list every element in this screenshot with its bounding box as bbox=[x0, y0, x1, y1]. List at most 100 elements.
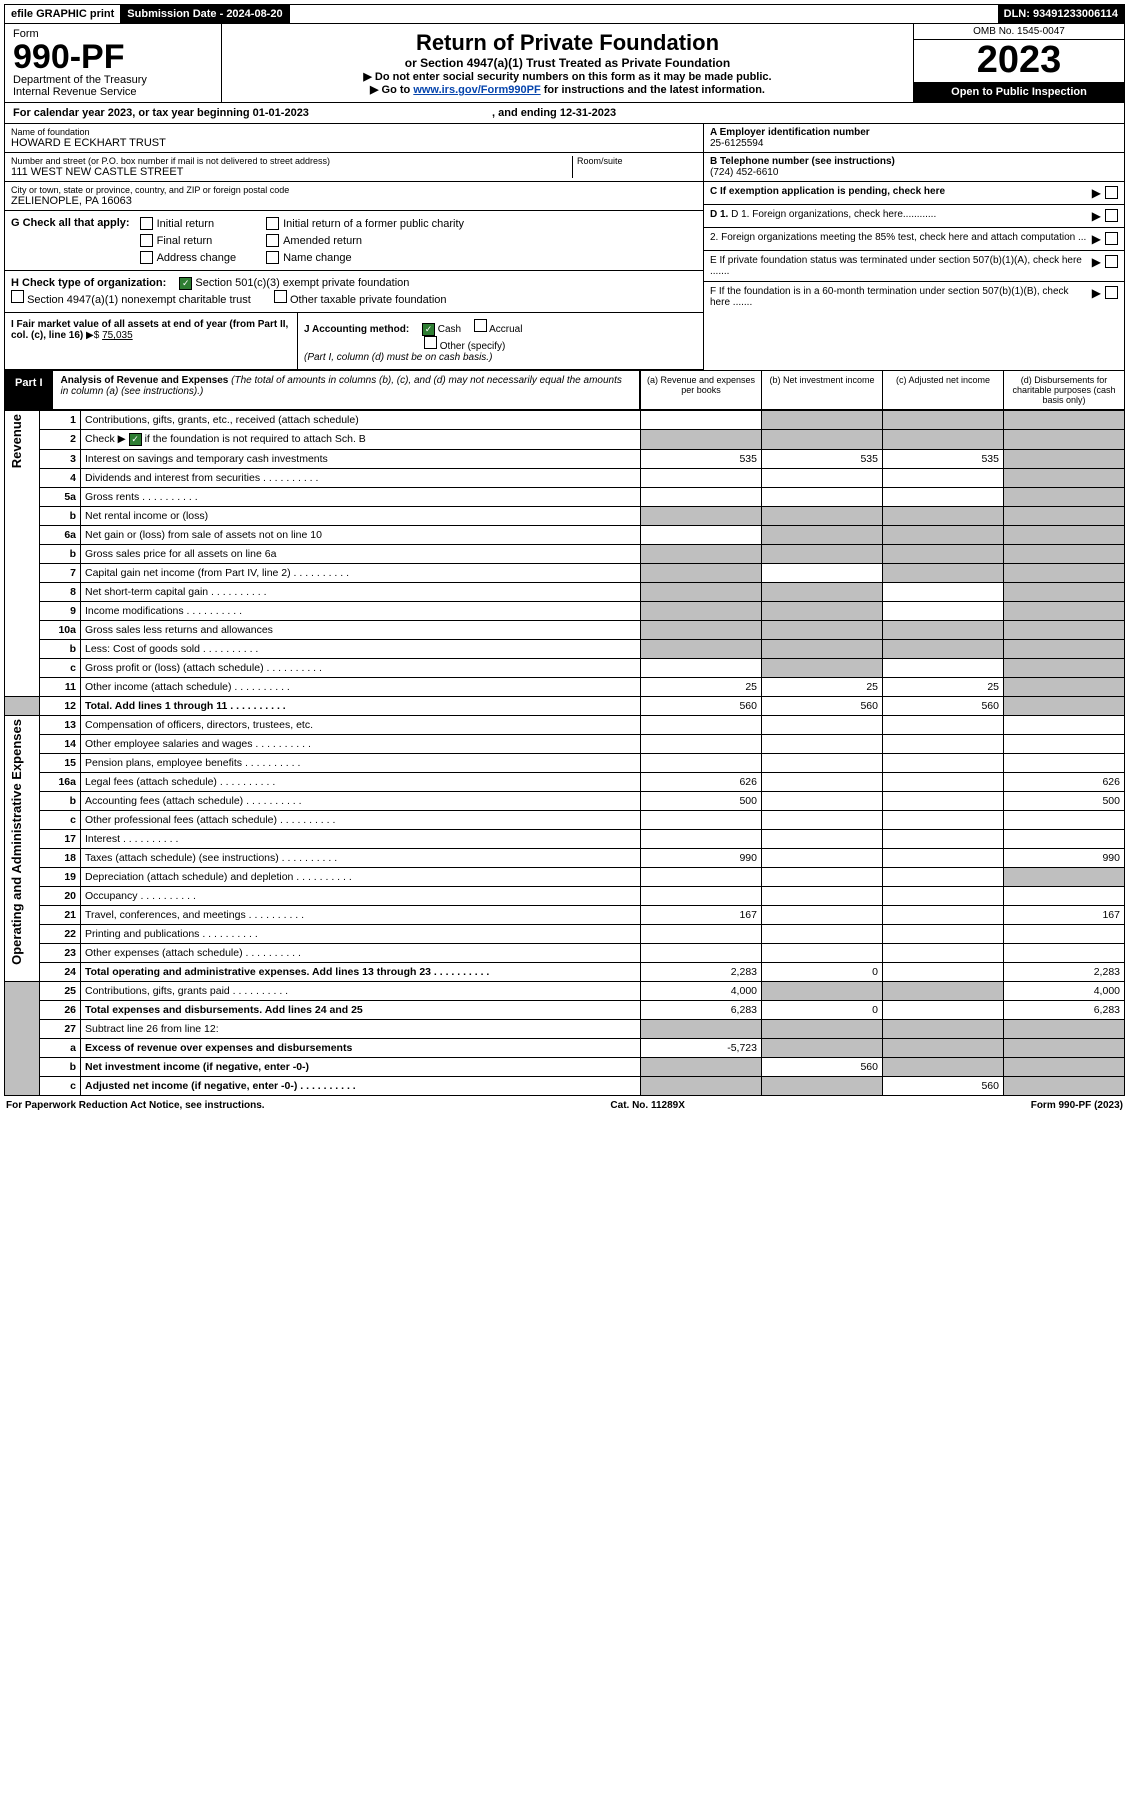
city-state-zip: ZELIENOPLE, PA 16063 bbox=[11, 195, 697, 207]
expenses-label: Operating and Administrative Expenses bbox=[9, 719, 24, 965]
table-row: 7Capital gain net income (from Part IV, … bbox=[5, 564, 1125, 583]
e-label: E If private foundation status was termi… bbox=[710, 255, 1088, 277]
table-row: 24Total operating and administrative exp… bbox=[5, 963, 1125, 982]
table-row: 2Check ▶ if the foundation is not requir… bbox=[5, 430, 1125, 450]
chk-d2[interactable] bbox=[1105, 232, 1118, 245]
open-public: Open to Public Inspection bbox=[914, 82, 1124, 102]
table-row: 18Taxes (attach schedule) (see instructi… bbox=[5, 849, 1125, 868]
note-link: ▶ Go to www.irs.gov/Form990PF for instru… bbox=[228, 83, 907, 96]
table-row: 27Subtract line 26 from line 12: bbox=[5, 1020, 1125, 1039]
phone-label: B Telephone number (see instructions) bbox=[710, 156, 1118, 167]
j-note: (Part I, column (d) must be on cash basi… bbox=[304, 352, 492, 363]
d2-label: 2. Foreign organizations meeting the 85%… bbox=[710, 232, 1088, 246]
calendar-year-row: For calendar year 2023, or tax year begi… bbox=[4, 103, 1125, 124]
table-row: 19Depreciation (attach schedule) and dep… bbox=[5, 868, 1125, 887]
table-row: bNet investment income (if negative, ent… bbox=[5, 1058, 1125, 1077]
footer-right: Form 990-PF (2023) bbox=[1031, 1100, 1123, 1111]
chk-final-return[interactable] bbox=[140, 234, 153, 247]
part1-tag: Part I bbox=[5, 371, 53, 409]
entity-info: Name of foundation HOWARD E ECKHART TRUS… bbox=[4, 124, 1125, 371]
table-row: aExcess of revenue over expenses and dis… bbox=[5, 1039, 1125, 1058]
chk-4947[interactable] bbox=[11, 290, 24, 303]
addr-label: Number and street (or P.O. box number if… bbox=[11, 156, 572, 166]
section-ij: I Fair market value of all assets at end… bbox=[5, 313, 703, 370]
section-h: H Check type of organization: Section 50… bbox=[5, 271, 703, 313]
chk-c[interactable] bbox=[1105, 186, 1118, 199]
form-header: Form 990-PF Department of the Treasury I… bbox=[4, 24, 1125, 103]
submission-date: Submission Date - 2024-08-20 bbox=[121, 5, 289, 23]
room-label: Room/suite bbox=[577, 156, 697, 166]
col-a-hdr: (a) Revenue and expenses per books bbox=[640, 371, 761, 409]
form-title: Return of Private Foundation bbox=[228, 30, 907, 56]
chk-accrual[interactable] bbox=[474, 319, 487, 332]
table-row: bLess: Cost of goods sold bbox=[5, 640, 1125, 659]
table-row: 23Other expenses (attach schedule) bbox=[5, 944, 1125, 963]
table-row: Revenue 1Contributions, gifts, grants, e… bbox=[5, 411, 1125, 430]
table-row: 4Dividends and interest from securities bbox=[5, 469, 1125, 488]
note-ssn: ▶ Do not enter social security numbers o… bbox=[228, 70, 907, 83]
table-row: 6aNet gain or (loss) from sale of assets… bbox=[5, 526, 1125, 545]
table-row: 12Total. Add lines 1 through 11560560560 bbox=[5, 697, 1125, 716]
chk-e[interactable] bbox=[1105, 255, 1118, 268]
footer-left: For Paperwork Reduction Act Notice, see … bbox=[6, 1100, 265, 1111]
chk-address-change[interactable] bbox=[140, 251, 153, 264]
chk-cash[interactable] bbox=[422, 323, 435, 336]
table-row: 11Other income (attach schedule)252525 bbox=[5, 678, 1125, 697]
table-row: bNet rental income or (loss) bbox=[5, 507, 1125, 526]
table-row: bGross sales price for all assets on lin… bbox=[5, 545, 1125, 564]
table-row: 8Net short-term capital gain bbox=[5, 583, 1125, 602]
fmv-value: 75,035 bbox=[102, 330, 133, 341]
foundation-name: HOWARD E ECKHART TRUST bbox=[11, 137, 697, 149]
table-row: 25Contributions, gifts, grants paid4,000… bbox=[5, 982, 1125, 1001]
chk-d1[interactable] bbox=[1105, 209, 1118, 222]
chk-sch-b[interactable] bbox=[129, 433, 142, 446]
chk-initial-former[interactable] bbox=[266, 217, 279, 230]
table-row: Operating and Administrative Expenses 13… bbox=[5, 716, 1125, 735]
table-row: cAdjusted net income (if negative, enter… bbox=[5, 1077, 1125, 1096]
table-row: cOther professional fees (attach schedul… bbox=[5, 811, 1125, 830]
footer-mid: Cat. No. 11289X bbox=[610, 1100, 684, 1111]
form-subtitle: or Section 4947(a)(1) Trust Treated as P… bbox=[228, 56, 907, 70]
form990pf-link[interactable]: www.irs.gov/Form990PF bbox=[413, 84, 540, 96]
table-row: 20Occupancy bbox=[5, 887, 1125, 906]
city-label: City or town, state or province, country… bbox=[11, 185, 697, 195]
chk-other-taxable[interactable] bbox=[274, 290, 287, 303]
chk-amended[interactable] bbox=[266, 234, 279, 247]
table-row: 14Other employee salaries and wages bbox=[5, 735, 1125, 754]
street-address: 111 WEST NEW CASTLE STREET bbox=[11, 166, 572, 178]
top-bar: efile GRAPHIC print Submission Date - 20… bbox=[4, 4, 1125, 24]
table-row: 9Income modifications bbox=[5, 602, 1125, 621]
chk-501c3[interactable] bbox=[179, 277, 192, 290]
dln: DLN: 93491233006114 bbox=[998, 5, 1124, 23]
efile-label: efile GRAPHIC print bbox=[5, 5, 121, 23]
name-label: Name of foundation bbox=[11, 127, 697, 137]
section-g: G Check all that apply: Initial return F… bbox=[5, 211, 703, 271]
d1-label: D 1. D 1. Foreign organizations, check h… bbox=[710, 209, 1088, 223]
table-row: 26Total expenses and disbursements. Add … bbox=[5, 1001, 1125, 1020]
table-row: 21Travel, conferences, and meetings16716… bbox=[5, 906, 1125, 925]
tax-year: 2023 bbox=[914, 40, 1124, 82]
table-row: 16aLegal fees (attach schedule)626626 bbox=[5, 773, 1125, 792]
part1-table: Revenue 1Contributions, gifts, grants, e… bbox=[4, 410, 1125, 1096]
chk-other-acct[interactable] bbox=[424, 336, 437, 349]
col-d-hdr: (d) Disbursements for charitable purpose… bbox=[1003, 371, 1124, 409]
part1-title: Analysis of Revenue and Expenses bbox=[61, 375, 229, 386]
part1-header: Part I Analysis of Revenue and Expenses … bbox=[4, 371, 1125, 410]
table-row: cGross profit or (loss) (attach schedule… bbox=[5, 659, 1125, 678]
table-row: 17Interest bbox=[5, 830, 1125, 849]
chk-initial-return[interactable] bbox=[140, 217, 153, 230]
table-row: 10aGross sales less returns and allowanc… bbox=[5, 621, 1125, 640]
table-row: 5aGross rents bbox=[5, 488, 1125, 507]
revenue-label: Revenue bbox=[9, 414, 24, 468]
j-label: J Accounting method: bbox=[304, 324, 409, 335]
ein-value: 25-6125594 bbox=[710, 138, 1118, 149]
f-label: F If the foundation is in a 60-month ter… bbox=[710, 286, 1088, 308]
table-row: 22Printing and publications bbox=[5, 925, 1125, 944]
chk-f[interactable] bbox=[1105, 286, 1118, 299]
irs: Internal Revenue Service bbox=[13, 86, 213, 98]
ein-label: A Employer identification number bbox=[710, 127, 1118, 138]
col-b-hdr: (b) Net investment income bbox=[761, 371, 882, 409]
chk-name-change[interactable] bbox=[266, 251, 279, 264]
g-label: G Check all that apply: bbox=[11, 217, 130, 264]
table-row: 15Pension plans, employee benefits bbox=[5, 754, 1125, 773]
